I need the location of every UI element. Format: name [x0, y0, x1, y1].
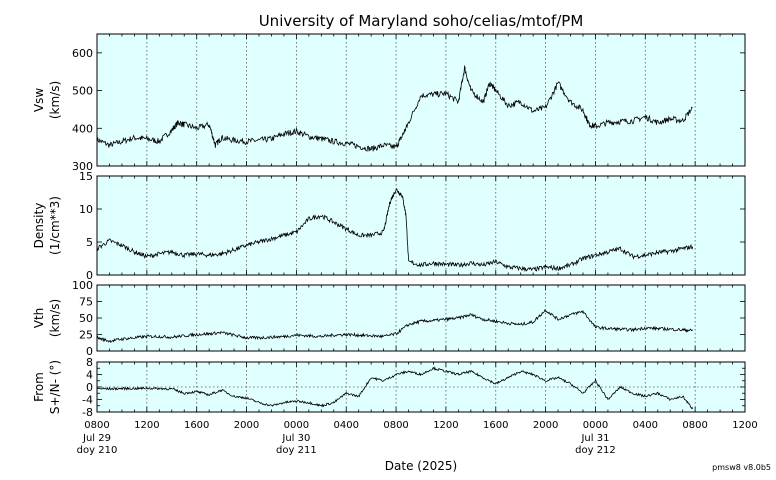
- plot-background: [97, 285, 745, 351]
- panel-frame: [96, 175, 746, 276]
- panel-2: 0 5 10 15 Density (1/cm**3): [32, 170, 746, 282]
- y-axis-label: S+/N- (°): [48, 360, 62, 414]
- y-axis-label: From: [32, 372, 46, 402]
- chart-title: University of Maryland soho/celias/mtof/…: [259, 12, 584, 30]
- y-axis-label: Density: [32, 203, 46, 249]
- credit-label: pmsw8 v8.0b5: [712, 463, 771, 472]
- panel-frame: [96, 284, 746, 352]
- x-tick-label: 2000: [533, 420, 558, 431]
- y-tick-label: 4: [86, 369, 93, 382]
- x-tick-label: 0800: [682, 420, 707, 431]
- y-axis-label: Vsw: [32, 88, 46, 112]
- x-date-label: Jul 30: [281, 433, 310, 444]
- y-tick-label: 400: [72, 122, 93, 135]
- y-tick-label: 8: [86, 356, 93, 369]
- x-tick-label: 0800: [84, 420, 109, 431]
- y-tick-label: 0: [86, 345, 93, 358]
- x-tick-label: 2000: [234, 420, 259, 431]
- x-date-label: doy 212: [575, 445, 616, 456]
- plot-background: [97, 34, 745, 166]
- x-tick-label: 1600: [184, 420, 209, 431]
- y-tick-label: 25: [79, 329, 93, 342]
- y-tick-label: -8: [82, 406, 93, 419]
- x-tick-label: 0400: [334, 420, 359, 431]
- y-tick-label: 15: [79, 170, 93, 183]
- y-tick-label: 500: [72, 85, 93, 98]
- y-tick-label: 75: [79, 296, 93, 309]
- data-trace: [96, 64, 693, 152]
- y-tick-label: 0: [86, 381, 93, 394]
- x-axis-label: Date (2025): [385, 459, 457, 473]
- y-tick-label: 50: [79, 312, 93, 325]
- x-tick-label: 1600: [483, 420, 508, 431]
- y-tick-label: 600: [72, 47, 93, 60]
- x-date-label: Jul 29: [82, 433, 111, 444]
- x-tick-label: 1200: [433, 420, 458, 431]
- panel-frame: [96, 33, 746, 167]
- y-tick-label: -4: [82, 394, 93, 407]
- x-date-label: Jul 31: [580, 433, 609, 444]
- x-date-label: doy 210: [77, 445, 118, 456]
- data-trace: [97, 366, 694, 410]
- y-tick-label: 100: [72, 279, 93, 292]
- y-tick-label: 0: [86, 269, 93, 282]
- y-tick-label: 10: [79, 203, 93, 216]
- y-tick-label: 300: [72, 160, 93, 173]
- x-tick-label: 1200: [732, 420, 757, 431]
- panel-frame: [96, 361, 746, 413]
- panel-3: 0 25 50 75 100 Vth (km/s): [32, 279, 746, 358]
- plot-background: [97, 176, 745, 275]
- x-tick-label: 0000: [284, 420, 309, 431]
- data-trace: [96, 188, 694, 272]
- y-axis-label: (km/s): [48, 81, 62, 119]
- y-axis-label: (km/s): [48, 299, 62, 337]
- panel-1: 300 400 500 600 Vsw (km/s): [32, 33, 746, 173]
- y-tick-label: 5: [86, 236, 93, 249]
- y-axis-label: (1/cm**3): [48, 196, 62, 255]
- x-date-label: doy 211: [276, 445, 317, 456]
- x-tick-label: 0400: [633, 420, 658, 431]
- x-tick-label: 0000: [583, 420, 608, 431]
- x-tick-label: 1200: [134, 420, 159, 431]
- x-tick-label: 0800: [383, 420, 408, 431]
- data-trace: [96, 309, 693, 343]
- y-axis-label: Vth: [32, 308, 46, 329]
